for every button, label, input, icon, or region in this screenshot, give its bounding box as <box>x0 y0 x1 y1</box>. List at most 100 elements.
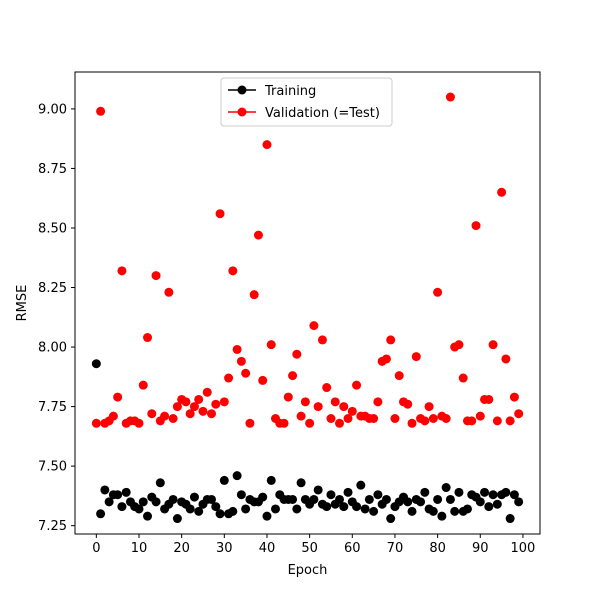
data-point <box>91 359 101 369</box>
data-point <box>441 414 451 423</box>
data-point <box>347 406 357 416</box>
data-point <box>407 506 417 516</box>
data-point <box>501 487 511 497</box>
data-point <box>232 344 242 354</box>
data-point <box>509 490 519 500</box>
data-point <box>403 399 413 409</box>
data-point <box>181 397 191 407</box>
data-point <box>475 497 485 507</box>
data-point <box>454 340 464 350</box>
x-tick-label: 100 <box>511 541 536 556</box>
data-point <box>407 418 417 428</box>
data-point <box>202 387 212 397</box>
data-point <box>236 490 246 500</box>
data-point <box>330 397 340 407</box>
x-axis-ticks: 0 10 20 30 40 50 60 70 80 90 100 <box>92 534 535 556</box>
data-point <box>343 414 353 423</box>
data-point <box>232 471 242 481</box>
y-tick-label: 8.00 <box>38 341 67 356</box>
data-point <box>369 506 379 516</box>
data-point <box>262 511 272 521</box>
data-point <box>134 418 144 428</box>
x-tick-label: 80 <box>429 541 446 556</box>
data-point <box>505 416 515 426</box>
data-point <box>484 394 494 404</box>
data-point <box>258 375 268 385</box>
data-point <box>339 502 349 512</box>
data-point <box>492 499 502 509</box>
y-tick-label: 7.75 <box>38 400 67 415</box>
data-point <box>335 418 344 428</box>
series-training <box>91 359 524 524</box>
data-point <box>241 368 251 378</box>
data-point <box>198 406 208 416</box>
data-point <box>394 371 404 381</box>
data-point <box>296 411 306 421</box>
data-point <box>211 399 221 409</box>
data-point <box>121 487 131 497</box>
data-point <box>492 416 502 426</box>
data-point <box>373 397 383 407</box>
data-point <box>309 494 319 504</box>
data-point <box>450 506 460 516</box>
data-point <box>300 397 310 407</box>
data-point <box>288 371 298 381</box>
data-point <box>475 411 485 421</box>
data-point <box>147 409 157 419</box>
data-point <box>91 418 101 428</box>
data-point <box>113 392 123 402</box>
data-point <box>138 380 148 390</box>
data-point <box>403 497 413 507</box>
y-tick-label: 7.25 <box>38 519 67 534</box>
data-point <box>420 487 430 497</box>
x-axis-label: Epoch <box>288 563 328 578</box>
data-point <box>96 509 106 519</box>
data-point <box>194 394 204 404</box>
data-point <box>309 321 319 331</box>
data-point <box>467 416 477 426</box>
data-point <box>151 271 161 281</box>
data-point <box>117 502 127 512</box>
data-point <box>155 478 165 488</box>
x-tick-label: 70 <box>387 541 404 556</box>
x-tick-label: 50 <box>301 541 318 556</box>
data-point <box>317 335 327 345</box>
data-point <box>189 402 199 412</box>
data-point <box>437 511 447 521</box>
data-points <box>91 92 524 524</box>
data-point <box>271 504 280 514</box>
data-point <box>228 266 238 276</box>
x-tick-label: 30 <box>216 541 233 556</box>
legend: Training Validation (=Test) <box>220 77 393 127</box>
data-point <box>219 475 229 485</box>
data-point <box>505 514 515 524</box>
data-point <box>207 494 217 504</box>
data-point <box>168 494 178 504</box>
legend-label-validation: Validation (=Test) <box>265 106 380 121</box>
data-point <box>326 490 336 500</box>
data-point <box>241 504 251 514</box>
y-tick-label: 8.50 <box>38 221 67 236</box>
data-point <box>424 402 434 412</box>
data-point <box>164 287 174 297</box>
data-point <box>134 504 144 514</box>
data-point <box>185 504 195 514</box>
data-point <box>339 402 349 412</box>
data-point <box>514 409 524 419</box>
data-point <box>288 494 298 504</box>
data-point <box>509 392 519 402</box>
data-point <box>215 509 225 519</box>
data-point <box>194 506 204 516</box>
legend-box <box>220 77 393 127</box>
data-point <box>104 497 114 507</box>
data-point <box>224 373 234 383</box>
x-tick-label: 90 <box>472 541 489 556</box>
data-point <box>143 511 153 521</box>
data-point <box>283 392 293 402</box>
data-point <box>172 514 182 524</box>
data-point <box>96 106 106 116</box>
data-point <box>501 354 511 364</box>
y-tick-label: 9.00 <box>38 102 67 117</box>
plot-frame <box>74 71 541 535</box>
